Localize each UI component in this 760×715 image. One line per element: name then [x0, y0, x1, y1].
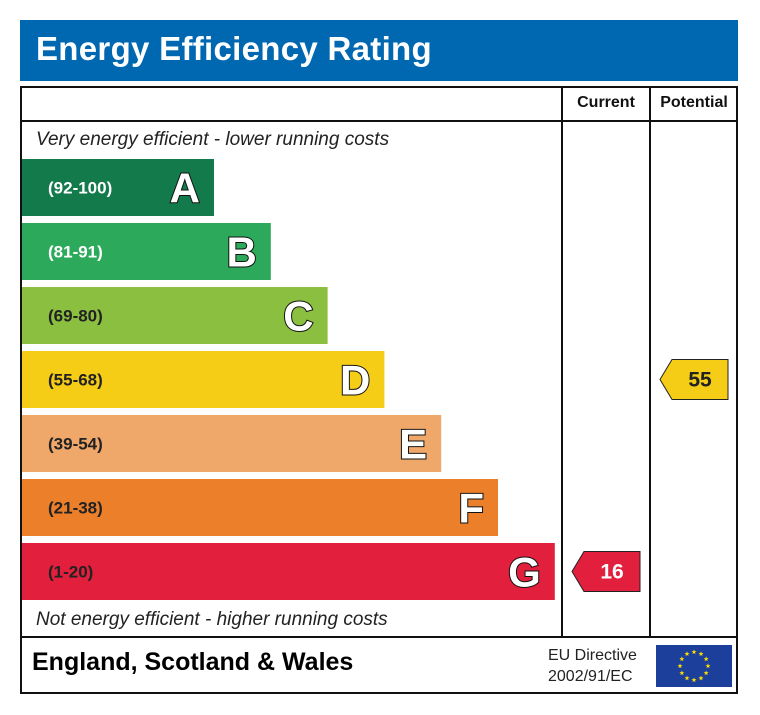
band-f-bar — [22, 479, 498, 536]
band-c-letter: C — [283, 293, 313, 340]
eu-directive-label: EU Directive — [548, 647, 637, 664]
potential-rating-pointer — [659, 359, 729, 400]
eu-star — [684, 675, 690, 681]
column-header-potential: Potential — [660, 94, 728, 111]
eu-star — [691, 677, 697, 683]
eu-star — [703, 670, 709, 676]
eu-star — [677, 663, 683, 669]
band-d-letter: D — [340, 357, 370, 404]
chart-header: Energy Efficiency Rating — [20, 20, 738, 81]
band-a-letter: A — [170, 165, 200, 212]
eu-star — [705, 663, 711, 669]
eu-star — [703, 656, 709, 662]
band-c-bar — [22, 287, 328, 344]
band-e-range: (39-54) — [48, 435, 103, 454]
note-efficient: Very energy efficient - lower running co… — [36, 129, 390, 150]
header-row-divider — [20, 120, 738, 122]
divider-potential — [649, 86, 651, 638]
divider-current — [561, 86, 563, 638]
potential-rating-value: 55 — [688, 369, 712, 392]
eu-star — [679, 670, 685, 676]
eu-star — [698, 651, 704, 656]
eu-directive-number: 2002/91/EC — [548, 668, 633, 685]
band-d-bar — [22, 351, 385, 408]
band-g-letter: G — [508, 549, 541, 596]
band-b-range: (81-91) — [48, 243, 103, 262]
eu-flag-icon — [656, 645, 732, 687]
current-rating-value: 16 — [600, 561, 623, 584]
band-f-letter: F — [458, 485, 484, 532]
column-header-current: Current — [577, 94, 635, 111]
eu-flag-stars — [677, 649, 711, 683]
footer-row-divider — [20, 636, 738, 638]
eu-star — [684, 651, 690, 656]
current-rating-pointer — [571, 551, 641, 592]
eu-star — [691, 649, 697, 655]
footer-region: England, Scotland & Wales — [32, 648, 354, 676]
chart-title: Energy Efficiency Rating — [36, 30, 432, 67]
band-e-letter: E — [399, 421, 427, 468]
band-b-letter: B — [226, 229, 256, 276]
band-d-range: (55-68) — [48, 371, 103, 390]
note-inefficient: Not energy efficient - higher running co… — [36, 609, 388, 630]
band-g-range: (1-20) — [48, 563, 93, 582]
band-f-range: (21-38) — [48, 499, 103, 518]
eu-star — [698, 675, 704, 681]
chart-frame — [20, 86, 738, 694]
band-b-bar — [22, 223, 271, 280]
eu-star — [679, 656, 685, 662]
band-c-range: (69-80) — [48, 307, 103, 326]
band-a-bar — [22, 159, 214, 216]
band-e-bar — [22, 415, 442, 472]
band-a-range: (92-100) — [48, 179, 112, 198]
band-g-bar — [22, 543, 555, 600]
